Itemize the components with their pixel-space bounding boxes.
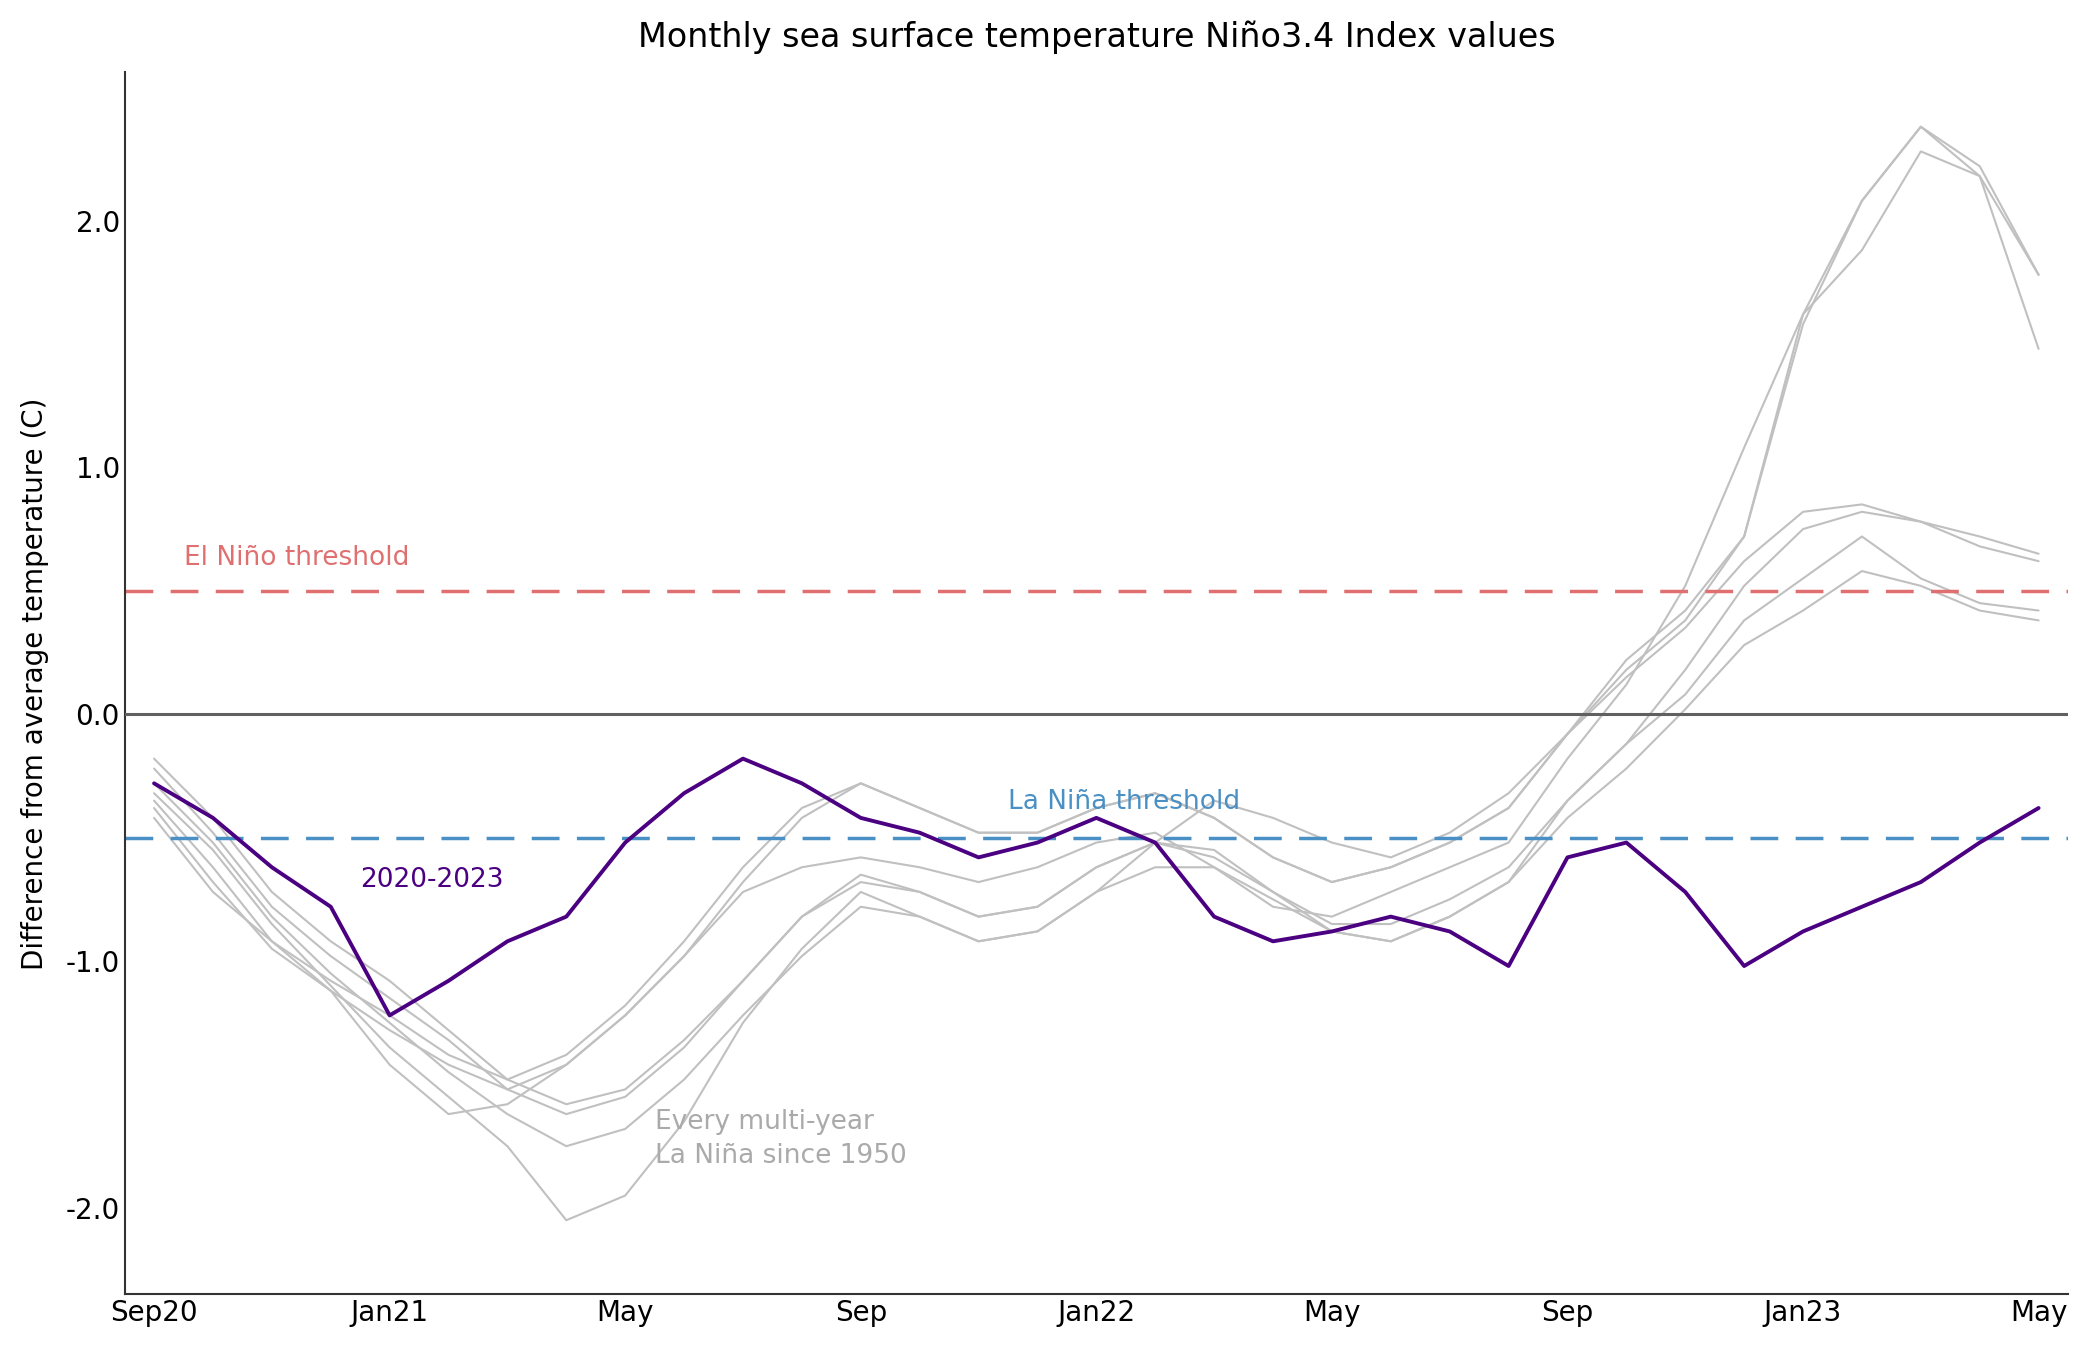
Text: El Niño threshold: El Niño threshold bbox=[184, 545, 408, 572]
Text: Every multi-year
La Niña since 1950: Every multi-year La Niña since 1950 bbox=[655, 1109, 906, 1169]
Text: 2020-2023: 2020-2023 bbox=[360, 867, 504, 894]
Y-axis label: Difference from average temperature (C): Difference from average temperature (C) bbox=[21, 398, 48, 969]
Text: La Niña threshold: La Niña threshold bbox=[1009, 790, 1241, 816]
Title: Monthly sea surface temperature Niño3.4 Index values: Monthly sea surface temperature Niño3.4 … bbox=[638, 20, 1555, 54]
